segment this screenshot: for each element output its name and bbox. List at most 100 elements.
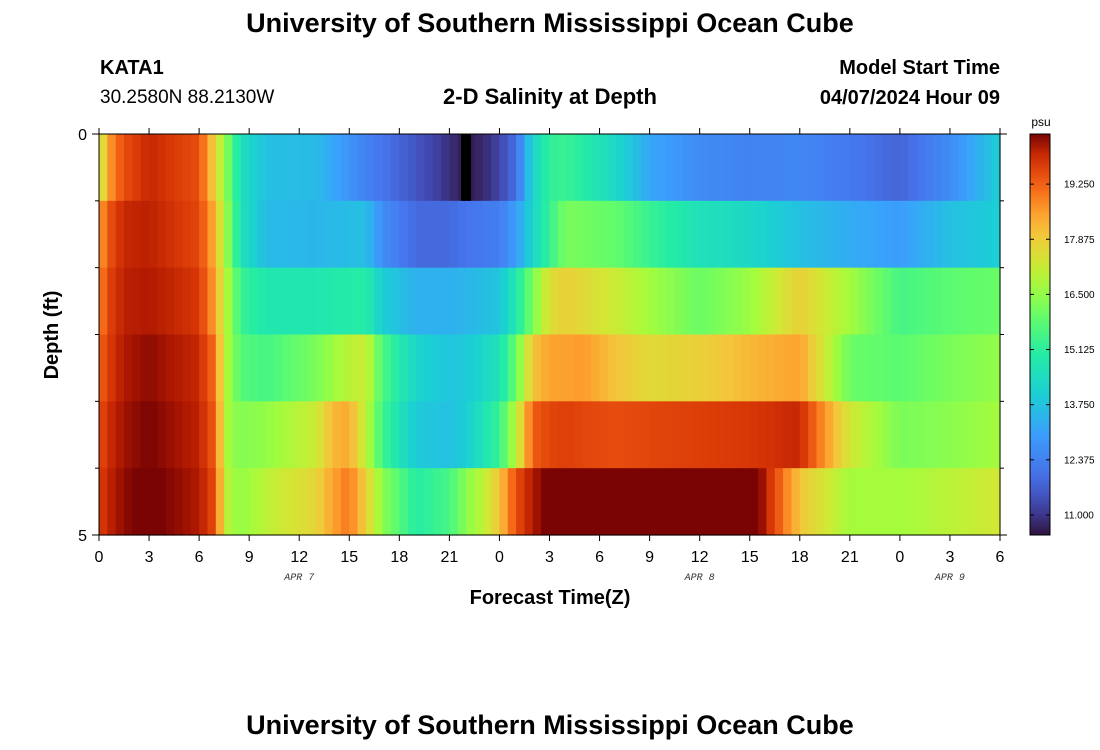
heatmap-cell [808,267,818,336]
y-axis-label: Depth (ft) [41,291,63,380]
heatmap-cell [858,267,868,336]
x-tick-label: 9 [245,549,254,566]
heatmap-cell [99,468,108,536]
heatmap-cell [416,200,425,269]
heatmap-cell [933,267,943,336]
heatmap-cell [908,200,918,269]
heatmap-cell [591,267,601,336]
heatmap-cell [724,267,734,336]
heatmap-cell [315,134,325,202]
heatmap-cell [624,200,634,269]
heatmap-cell [524,134,534,202]
heatmap-cell [365,401,375,469]
heatmap-cell [866,401,876,469]
heatmap-cell [991,134,1001,202]
heatmap-cell [466,267,476,336]
heatmap-cell [424,267,434,336]
heatmap-cell [582,334,592,402]
heatmap-cell [349,468,359,536]
heatmap-cell [899,134,909,202]
heatmap-cell [332,401,342,469]
heatmap-cell [733,134,742,202]
heatmap-cell [883,134,893,202]
heatmap-cell [616,334,626,402]
heatmap-cell [149,401,158,469]
heatmap-cell [599,267,609,336]
heatmap-cell [441,334,450,402]
heatmap-cell [607,200,617,269]
heatmap-cell [591,401,601,469]
heatmap-cell [532,468,542,536]
heatmap-cell [808,401,818,469]
heatmap-cell [749,200,759,269]
heatmap-cell [774,200,784,269]
heatmap-cell [157,401,167,469]
heatmap-cell [482,200,492,269]
heatmap-cell [974,200,984,269]
heatmap-cell [441,401,450,469]
heatmap-cell [349,200,359,269]
heatmap-cell [908,134,918,202]
heatmap-cell [674,468,684,536]
heatmap-cell [816,267,826,336]
heatmap-cell [866,267,876,336]
heatmap-cell [524,401,534,469]
heatmap-cell [482,468,492,536]
heatmap-cell [791,267,801,336]
heatmap-cell [874,468,884,536]
heatmap-cell [708,468,717,536]
heatmap-cell [407,468,417,536]
heatmap-cell [699,468,709,536]
heatmap-cell [749,267,759,336]
heatmap-cell [441,200,450,269]
heatmap-cell [649,134,659,202]
heatmap-cell [115,468,125,536]
heatmap-cell [124,468,133,536]
heatmap-cell [708,334,717,402]
heatmap-cell [849,200,859,269]
y-axis: 05 [78,127,1007,545]
heatmap-cell [432,334,442,402]
heatmap-cell [983,267,993,336]
heatmap-cell [708,267,717,336]
heatmap-cell [407,401,417,469]
heatmap-cell [791,334,801,402]
heatmap-cell [974,334,984,402]
heatmap-cell [816,334,826,402]
heatmap-cell [816,134,826,202]
heatmap-cell [149,134,158,202]
heatmap-cell [357,468,367,536]
heatmap-cell [657,334,667,402]
footer-title: University of Southern Mississippi Ocean… [246,710,854,740]
heatmap-cell [207,468,217,536]
heatmap-cell [491,200,501,269]
heatmap-cell [916,134,926,202]
heatmap-cell [282,401,292,469]
heatmap-cell [824,134,834,202]
heatmap-cell [274,267,284,336]
heatmap-cell [582,134,592,202]
heatmap-cell [749,468,759,536]
heatmap-cell [390,468,400,536]
heatmap-cell [407,267,417,336]
x-tick-label: 12 [691,549,709,566]
heatmap-cell [641,200,651,269]
heatmap-cell [265,334,275,402]
heatmap-cell [416,468,425,536]
heatmap-cell [115,267,125,336]
heatmap-cell [824,334,834,402]
heatmap-cell [357,401,367,469]
heatmap-cell [399,267,409,336]
heatmap-cell [991,200,1001,269]
heatmap-cell [274,334,284,402]
heatmap-cell [641,267,651,336]
colorbar: psu 19.250 17.875 16.500 15.125 13.750 12.375… [1029,115,1095,536]
heatmap-cell [624,134,634,202]
heatmap-cell [157,134,167,202]
heatmap-cell [107,134,117,202]
heatmap-cell [766,334,776,402]
heatmap-cell [340,200,350,269]
heatmap-cell [974,267,984,336]
heatmap-cell [190,401,200,469]
heatmap-cell [215,401,225,469]
